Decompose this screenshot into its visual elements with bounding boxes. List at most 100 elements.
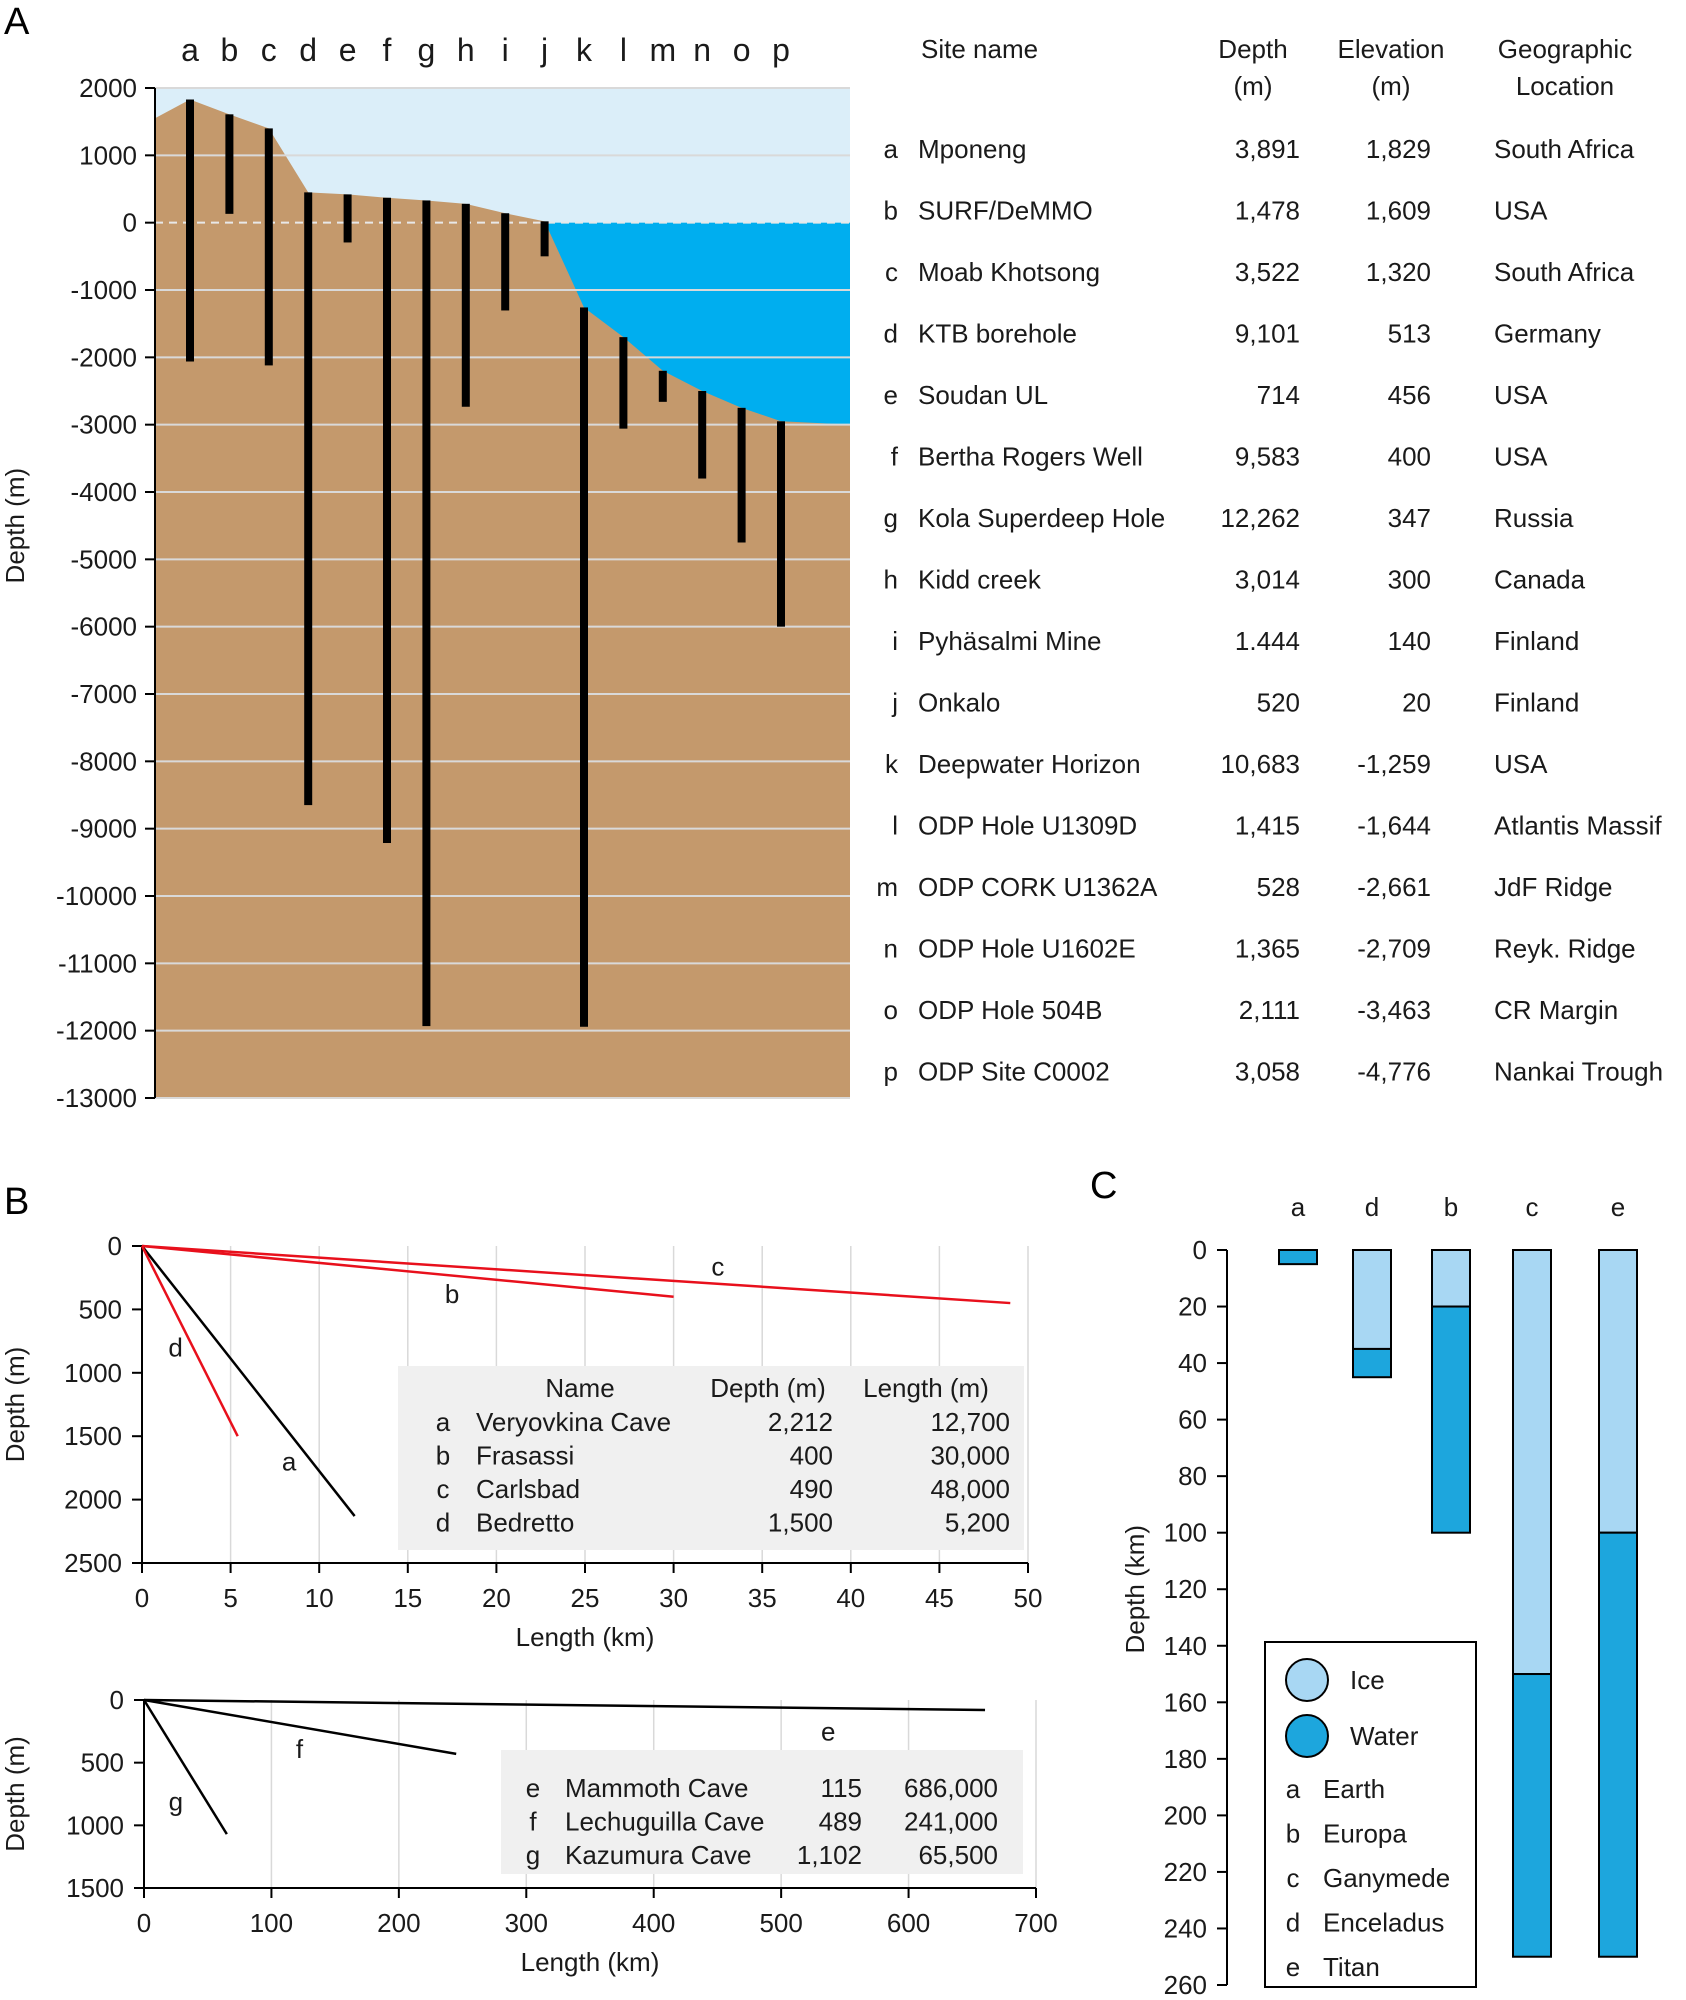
y-axis-label: Depth (m) bbox=[0, 1347, 30, 1463]
borehole-b bbox=[225, 114, 234, 214]
table-depth: 9,583 bbox=[1235, 442, 1300, 472]
y-tick-label: 180 bbox=[1164, 1744, 1207, 1774]
site-letter-e: e bbox=[339, 32, 357, 68]
y-tick-label: -9000 bbox=[71, 814, 138, 844]
water-layer-e bbox=[1598, 1531, 1638, 1958]
table-length: 12,700 bbox=[930, 1407, 1010, 1437]
header-name: Name bbox=[545, 1373, 614, 1403]
x-tick-label: 40 bbox=[836, 1583, 865, 1613]
table-location: USA bbox=[1494, 749, 1548, 779]
bar-letter-d: d bbox=[1365, 1192, 1379, 1222]
legend-body-name: Europa bbox=[1323, 1819, 1407, 1849]
table-letter: p bbox=[884, 1057, 898, 1087]
borehole-a bbox=[186, 99, 194, 362]
table-elevation: 1,320 bbox=[1366, 257, 1431, 287]
table-site-name: Kola Superdeep Hole bbox=[918, 503, 1165, 533]
y-tick-label: 500 bbox=[81, 1748, 124, 1778]
y-axis-label: Depth (m) bbox=[0, 1736, 30, 1852]
y-tick-label: 1500 bbox=[64, 1421, 122, 1451]
table-name: Bedretto bbox=[476, 1508, 574, 1538]
table-elevation: -1,644 bbox=[1357, 811, 1431, 841]
x-tick-label: 20 bbox=[482, 1583, 511, 1613]
table-letter: m bbox=[876, 872, 898, 902]
table-length: 30,000 bbox=[930, 1441, 1010, 1471]
borehole-f bbox=[383, 197, 391, 844]
y-tick-label: 0 bbox=[108, 1231, 122, 1261]
table-letter: i bbox=[892, 626, 898, 656]
x-tick-label: 200 bbox=[377, 1908, 420, 1938]
table-letter: g bbox=[526, 1840, 540, 1870]
y-tick-label: 220 bbox=[1164, 1857, 1207, 1887]
table-site-name: ODP Hole 504B bbox=[918, 995, 1103, 1025]
y-tick-label: -8000 bbox=[71, 746, 138, 776]
table-letter: f bbox=[891, 442, 899, 472]
panel-b-top-chart: 0 5 10 15 20 25 30 35 40 45 5005001000150020002500… bbox=[0, 1231, 1042, 1652]
table-site-name: Kidd creek bbox=[918, 565, 1042, 595]
water-layer-a bbox=[1278, 1249, 1318, 1266]
table-site-name: ODP Hole U1602E bbox=[918, 934, 1136, 964]
table-letter: b bbox=[884, 196, 898, 226]
x-tick-label: 5 bbox=[223, 1583, 237, 1613]
cave-label-b: b bbox=[445, 1279, 459, 1309]
table-elevation: 300 bbox=[1388, 565, 1431, 595]
y-axis-label: Depth (m) bbox=[0, 468, 30, 584]
cave-line-f bbox=[143, 1698, 457, 1756]
y-tick-label: 1000 bbox=[79, 140, 137, 170]
cave-line-d bbox=[140, 1245, 239, 1437]
y-tick-label: 260 bbox=[1164, 1970, 1207, 2000]
table-site-name: Moab Khotsong bbox=[918, 257, 1100, 287]
table-depth: 400 bbox=[790, 1441, 833, 1471]
table-site-name: KTB borehole bbox=[918, 319, 1077, 349]
table-site-name: ODP CORK U1362A bbox=[918, 872, 1158, 902]
ice-layer-b bbox=[1431, 1249, 1471, 1308]
panel-a-boreholes: 2000 1000 0 -1000 -2000 -3000 -4000 -5000 -6000 -… bbox=[0, 32, 850, 1113]
y-tick-label: -12000 bbox=[56, 1016, 137, 1046]
x-tick-label: 100 bbox=[250, 1908, 293, 1938]
x-axis-label: Length (km) bbox=[516, 1622, 655, 1652]
borehole-l bbox=[619, 337, 628, 429]
site-letter-c: c bbox=[261, 32, 277, 68]
x-axis-label: Length (km) bbox=[521, 1947, 660, 1977]
y-tick-label: 200 bbox=[1164, 1800, 1207, 1830]
table-name: Mammoth Cave bbox=[565, 1773, 749, 1803]
ice-layer-e bbox=[1598, 1249, 1638, 1534]
table-site-name: Bertha Rogers Well bbox=[918, 442, 1143, 472]
table-letter: e bbox=[884, 380, 898, 410]
ice-layer-c bbox=[1512, 1249, 1552, 1676]
borehole-i bbox=[501, 213, 510, 311]
borehole-e bbox=[343, 194, 352, 243]
table-length: 241,000 bbox=[904, 1807, 998, 1837]
legend-body-name: Titan bbox=[1323, 1952, 1380, 1982]
cave-line-a bbox=[141, 1245, 356, 1517]
y-tick-label: -2000 bbox=[71, 342, 138, 372]
cave-label-e: e bbox=[821, 1716, 835, 1746]
table-depth: 490 bbox=[790, 1474, 833, 1504]
table-letter: e bbox=[526, 1773, 540, 1803]
panel-label-c: C bbox=[1090, 1165, 1117, 1207]
site-letter-f: f bbox=[383, 32, 392, 68]
x-tick-label: 10 bbox=[305, 1583, 334, 1613]
table-depth: 1,415 bbox=[1235, 811, 1300, 841]
table-letter: f bbox=[529, 1807, 537, 1837]
bar-letter-a: a bbox=[1291, 1192, 1306, 1222]
table-letter: d bbox=[884, 319, 898, 349]
table-elevation: 513 bbox=[1388, 319, 1431, 349]
legend-body-letter: c bbox=[1287, 1863, 1300, 1893]
y-tick-label: -10000 bbox=[56, 881, 137, 911]
x-tick-label: 0 bbox=[137, 1908, 151, 1938]
borehole-c bbox=[264, 128, 273, 366]
y-tick-label: -13000 bbox=[56, 1083, 137, 1113]
header-location: Geographic bbox=[1498, 34, 1632, 64]
panel-c-ocean-depth-chart: 0 20 40 60 80 100 120 140 160 180 200 220 240 260 Dept… bbox=[1120, 1192, 1638, 2000]
table-elevation: 140 bbox=[1388, 626, 1431, 656]
site-letter-k: k bbox=[576, 32, 593, 68]
table-depth: 9,101 bbox=[1235, 319, 1300, 349]
table-location: Germany bbox=[1494, 319, 1601, 349]
table-location: Atlantis Massif bbox=[1494, 811, 1662, 841]
table-letter: l bbox=[892, 811, 898, 841]
bar-letter-e: e bbox=[1611, 1192, 1625, 1222]
caves-table-bg bbox=[501, 1750, 1023, 1874]
panel-label-a: A bbox=[4, 1, 30, 43]
y-tick-label: 2000 bbox=[79, 73, 137, 103]
header-elevation: Elevation bbox=[1338, 34, 1445, 64]
